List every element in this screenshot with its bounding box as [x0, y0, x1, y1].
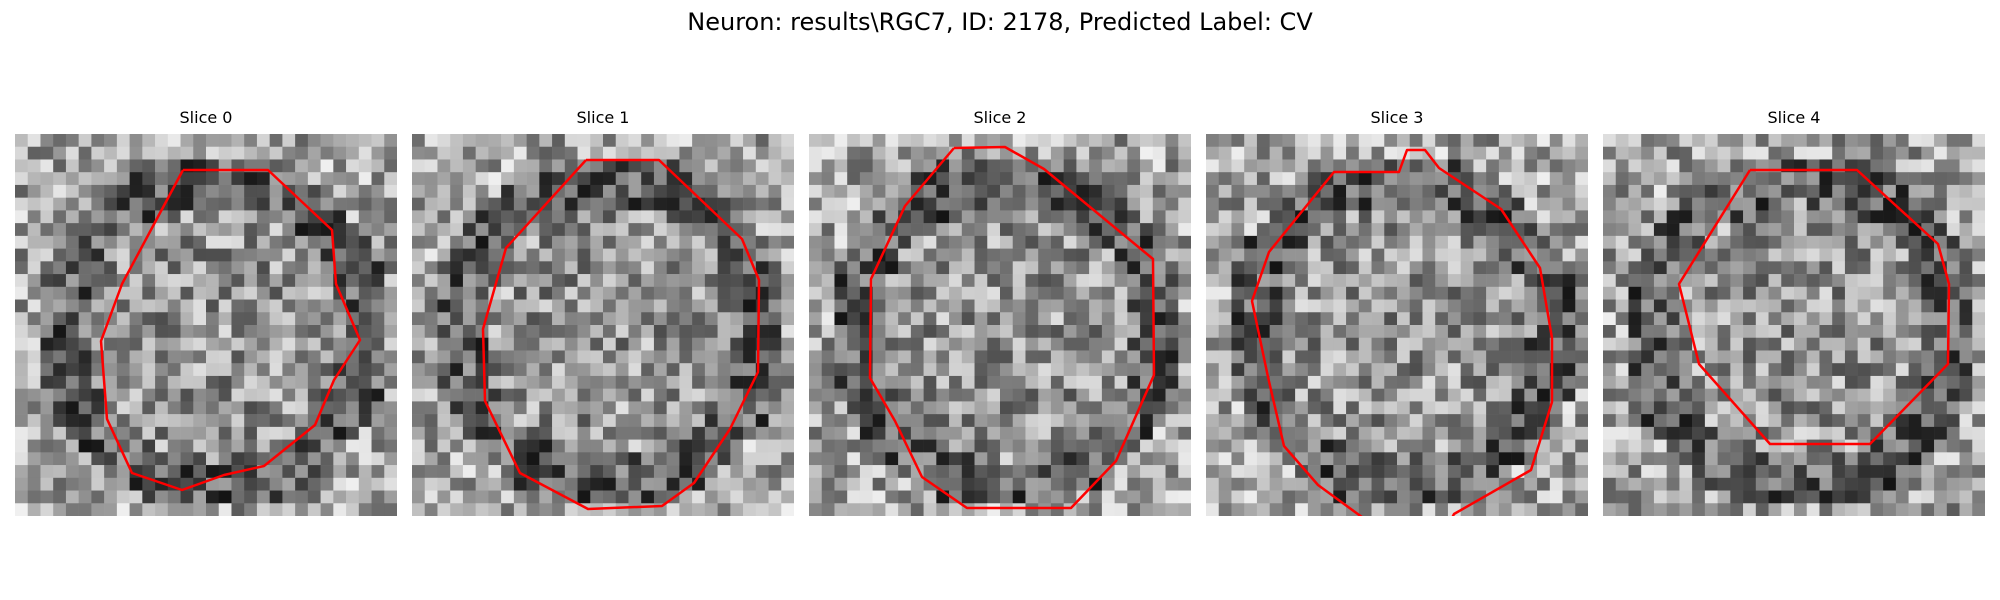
- grayscale-pixels: [412, 134, 794, 516]
- slice-image: [1206, 134, 1588, 516]
- slice-image: [809, 134, 1191, 516]
- grayscale-pixels: [15, 134, 397, 516]
- slice-image: [15, 134, 397, 516]
- slice-title: Slice 0: [179, 108, 233, 127]
- slice-image: [412, 134, 794, 516]
- slice-title: Slice 3: [1370, 108, 1424, 127]
- neuron-contour: [1677, 168, 1951, 446]
- neuron-contour: [99, 168, 362, 492]
- neuron-contour: [481, 158, 761, 511]
- grayscale-pixels: [1206, 134, 1588, 516]
- grayscale-pixels: [1603, 134, 1985, 516]
- neuron-contour: [1250, 148, 1554, 516]
- slice-title: Slice 1: [576, 108, 630, 127]
- figure-title: Neuron: results\RGC7, ID: 2178, Predicte…: [687, 8, 1313, 36]
- neuron-contour: [868, 145, 1156, 510]
- slice-title: Slice 2: [973, 108, 1027, 127]
- grayscale-pixels: [809, 134, 1191, 516]
- slice-title: Slice 4: [1767, 108, 1821, 127]
- slice-image: [1603, 134, 1985, 516]
